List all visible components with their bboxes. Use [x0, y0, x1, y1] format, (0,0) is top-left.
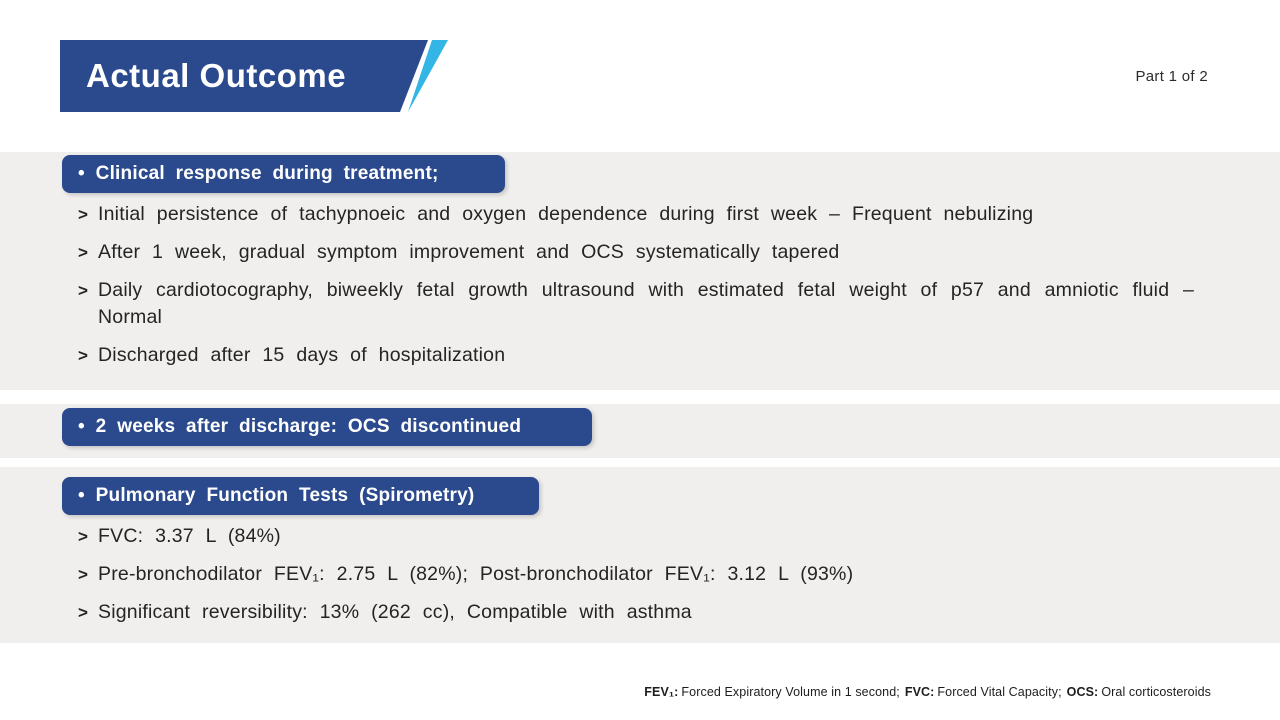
- bullet-item: > Pre-bronchodilator FEV₁: 2.75 L (82%);…: [78, 561, 1194, 588]
- part-indicator: Part 1 of 2: [1135, 68, 1208, 85]
- abbr-definition: Forced Vital Capacity;: [937, 685, 1062, 699]
- bullet-item: > Significant reversibility: 13% (262 cc…: [78, 599, 1194, 626]
- bullet-item: > After 1 week, gradual symptom improvem…: [78, 239, 1194, 266]
- section-header-pft: • Pulmonary Function Tests (Spirometry): [62, 477, 539, 515]
- bullet-text: Significant reversibility: 13% (262 cc),…: [98, 601, 692, 623]
- arrow-bullet-icon: >: [78, 243, 89, 262]
- bullet-item: > Discharged after 15 days of hospitaliz…: [78, 342, 1194, 369]
- slide-title: Actual Outcome: [86, 57, 347, 94]
- section-header-discharge: • 2 weeks after discharge: OCS discontin…: [62, 408, 592, 446]
- arrow-bullet-icon: >: [78, 565, 89, 584]
- title-banner-shape: [60, 40, 448, 112]
- bullet-text: Initial persistence of tachypnoeic and o…: [98, 203, 1034, 225]
- bullet-item: > FVC: 3.37 L (84%): [78, 523, 1194, 550]
- title-banner: Actual Outcome: [60, 40, 452, 112]
- bullet-text: Pre-bronchodilator FEV₁: 2.75 L (82%); P…: [98, 563, 854, 585]
- bullet-list-clinical-response: > Initial persistence of tachypnoeic and…: [78, 201, 1194, 369]
- arrow-bullet-icon: >: [78, 346, 89, 365]
- banner-blue-parallelogram: [60, 40, 428, 112]
- bullet-list-pft: > FVC: 3.37 L (84%) > Pre-bronchodilator…: [78, 523, 1194, 626]
- arrow-bullet-icon: >: [78, 603, 89, 622]
- bullet-text: After 1 week, gradual symptom improvemen…: [98, 241, 840, 263]
- bullet-text: FVC: 3.37 L (84%): [98, 525, 281, 547]
- abbr-term: FEV₁:: [644, 685, 679, 699]
- bullet-item: > Daily cardiotocography, biweekly fetal…: [78, 277, 1194, 331]
- banner-accent-triangle: [408, 40, 448, 112]
- abbr-definition: Oral corticosteroids: [1101, 685, 1211, 699]
- arrow-bullet-icon: >: [78, 205, 89, 224]
- bullet-text: Daily cardiotocography, biweekly fetal g…: [98, 279, 1194, 328]
- abbr-term: OCS:: [1066, 685, 1099, 699]
- arrow-bullet-icon: >: [78, 281, 89, 300]
- bullet-item: > Initial persistence of tachypnoeic and…: [78, 201, 1194, 228]
- abbr-definition: Forced Expiratory Volume in 1 second;: [681, 685, 900, 699]
- bullet-text: Discharged after 15 days of hospitalizat…: [98, 344, 506, 366]
- abbr-term: FVC:: [904, 685, 935, 699]
- section-header-clinical-response: • Clinical response during treatment;: [62, 155, 505, 193]
- arrow-bullet-icon: >: [78, 527, 89, 546]
- abbreviations-footer: FEV₁: Forced Expiratory Volume in 1 secon…: [644, 685, 1216, 699]
